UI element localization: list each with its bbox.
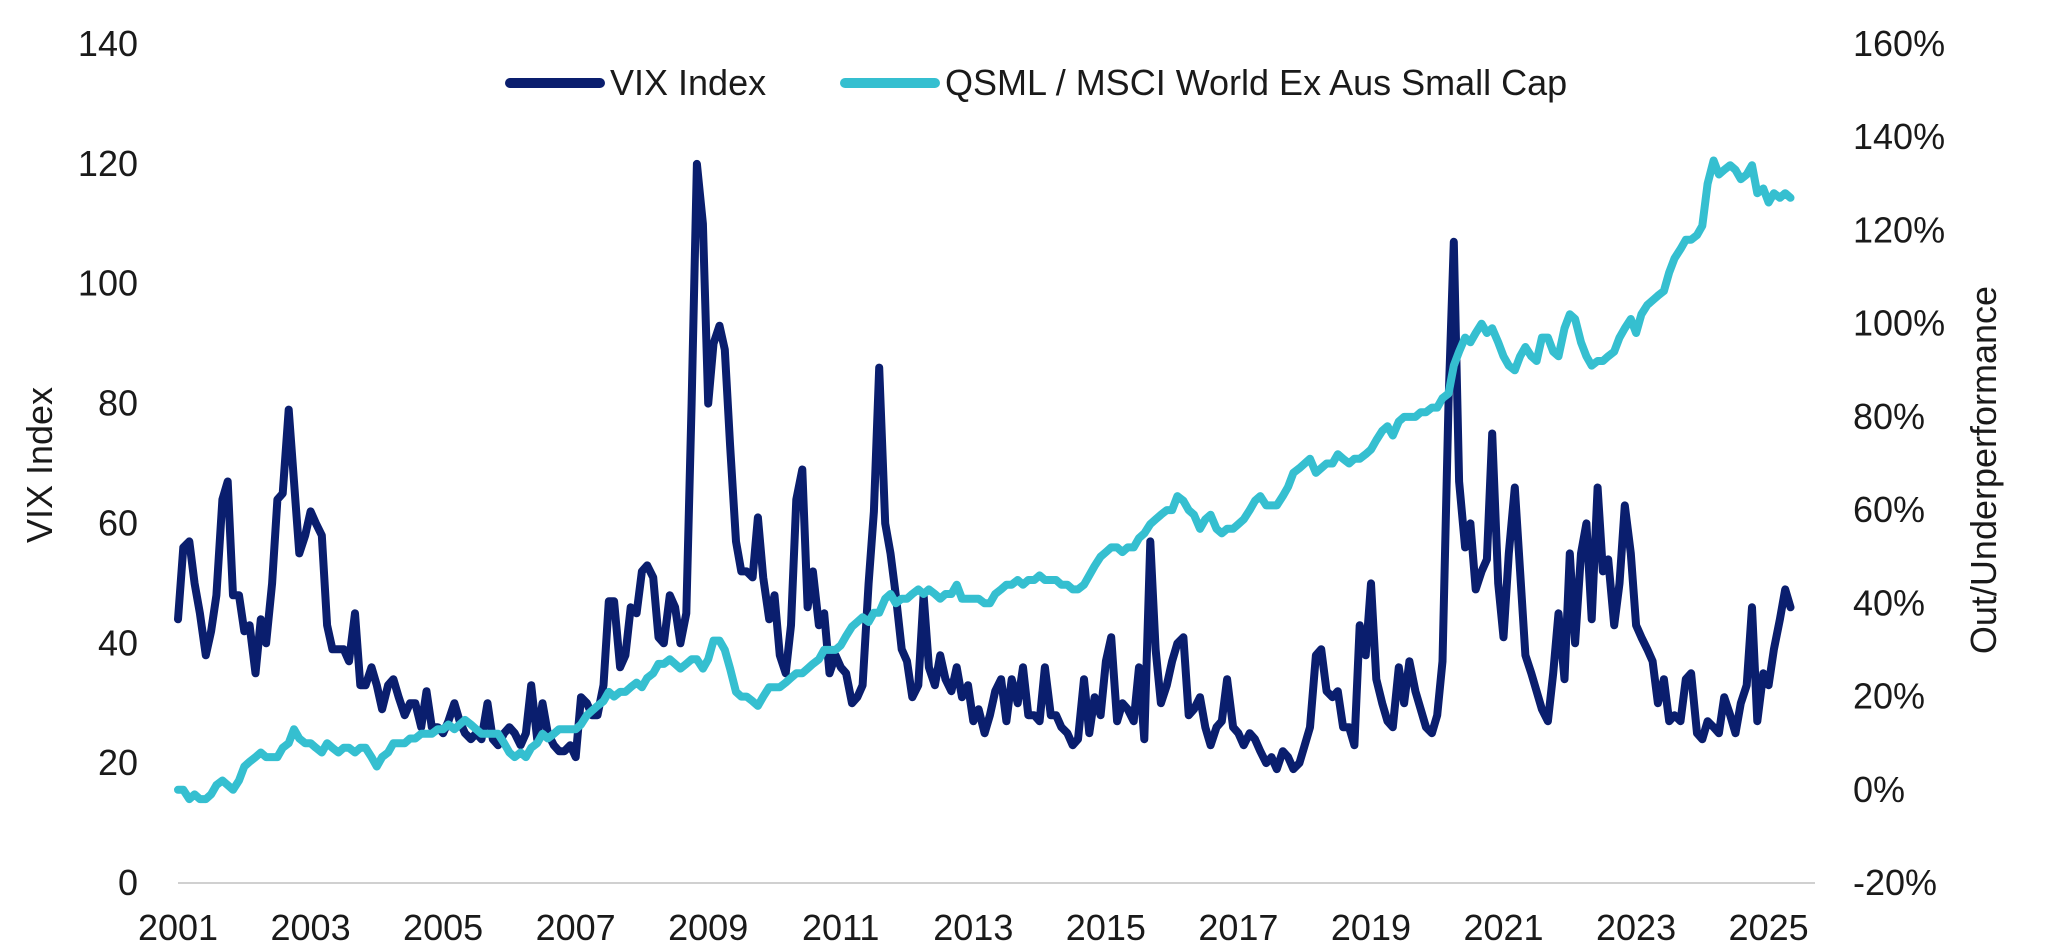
y-right-tick-label: 120% (1853, 209, 1945, 250)
series-line-vix (174, 159, 1795, 774)
y-right-tick-label: 40% (1853, 582, 1925, 623)
x-tick-label: 2007 (536, 907, 616, 948)
x-tick-label: 2003 (271, 907, 351, 948)
y-left-tick-label: 140 (78, 23, 138, 64)
x-tick-label: 2001 (138, 907, 218, 948)
y-right-tick-label: 60% (1853, 489, 1925, 530)
y-left-tick-label: 100 (78, 263, 138, 304)
x-tick-label: 2013 (933, 907, 1013, 948)
x-tick-label: 2015 (1066, 907, 1146, 948)
series-line-qsml (174, 156, 1795, 804)
x-tick-label: 2023 (1596, 907, 1676, 948)
series-lines (174, 156, 1795, 804)
x-tick-label: 2005 (403, 907, 483, 948)
legend-label-vix: VIX Index (610, 62, 766, 103)
y-right-tick-label: 0% (1853, 769, 1905, 810)
y-left-tick-label: 80 (98, 383, 138, 424)
y-left-tick-label: 20 (98, 742, 138, 783)
x-tick-label: 2011 (802, 907, 879, 948)
x-tick-label: 2017 (1198, 907, 1278, 948)
y-right-tick-label: 160% (1853, 23, 1945, 64)
y-axis-right-title: Out/Underperformance (1963, 286, 2004, 654)
y-right-tick-label: 140% (1853, 116, 1945, 157)
y-right-tick-label: 100% (1853, 303, 1945, 344)
y-left-tick-label: 120 (78, 143, 138, 184)
y-right-tick-label: 80% (1853, 396, 1925, 437)
y-left-tick-label: 60 (98, 502, 138, 543)
legend-label-qsml: QSML / MSCI World Ex Aus Small Cap (945, 62, 1567, 103)
y-right-tick-label: -20% (1853, 862, 1937, 903)
y-axis-left-title: VIX Index (19, 387, 60, 543)
legend: VIX Index QSML / MSCI World Ex Aus Small… (505, 62, 1567, 103)
x-tick-label: 2021 (1463, 907, 1543, 948)
x-tick-label: 2025 (1729, 907, 1809, 948)
y-left-tick-label: 0 (118, 862, 138, 903)
y-right-tick-label: 20% (1853, 676, 1925, 717)
y-left-tick-label: 40 (98, 622, 138, 663)
x-tick-label: 2019 (1331, 907, 1411, 948)
x-tick-label: 2009 (668, 907, 748, 948)
tick-labels: 0 20 40 60 80 100 120 140 -20% 0% 20% 40% 60% 80% 100%… (78, 23, 1945, 948)
